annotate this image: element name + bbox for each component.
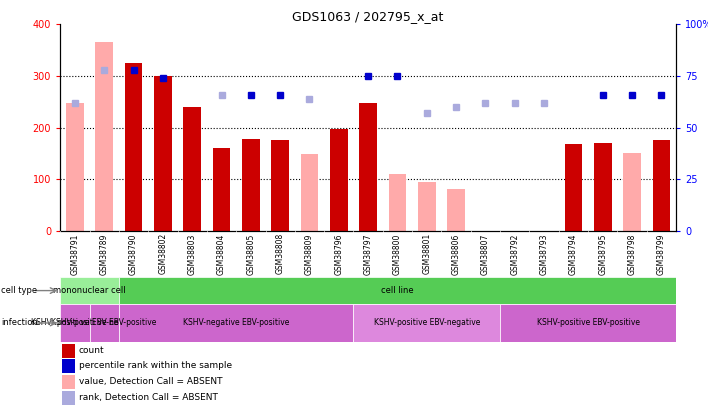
Text: GSM38794: GSM38794	[569, 233, 578, 275]
Bar	[154, 76, 171, 231]
Text: cell type: cell type	[1, 286, 38, 295]
Text: GSM38806: GSM38806	[452, 233, 461, 275]
Text: value, Detection Call = ABSENT: value, Detection Call = ABSENT	[79, 377, 222, 386]
Text: infection: infection	[1, 318, 38, 328]
Bar	[62, 391, 75, 405]
Text: KSHV-negative EBV-positive: KSHV-negative EBV-positive	[183, 318, 290, 328]
Bar	[62, 344, 75, 358]
Text: GSM38807: GSM38807	[481, 233, 490, 275]
Text: GSM38792: GSM38792	[510, 233, 519, 275]
Bar	[594, 143, 612, 231]
Bar	[60, 277, 119, 304]
Bar	[62, 375, 75, 389]
Text: GSM38802: GSM38802	[159, 233, 167, 275]
Bar	[60, 304, 89, 342]
Text: GSM38809: GSM38809	[305, 233, 314, 275]
Bar	[242, 139, 260, 231]
Text: GSM38808: GSM38808	[275, 233, 285, 275]
Text: KSHV-positive EBV-positive: KSHV-positive EBV-positive	[537, 318, 639, 328]
Bar	[447, 188, 465, 231]
Text: mononuclear cell: mononuclear cell	[53, 286, 126, 295]
Text: GSM38790: GSM38790	[129, 233, 138, 275]
Text: GSM38793: GSM38793	[539, 233, 549, 275]
Text: KSHV -positi ve EBV-ne: KSHV -positi ve EBV-ne	[31, 318, 119, 328]
Text: KSHV-positive EBV-negative: KSHV-positive EBV-negative	[374, 318, 480, 328]
Bar	[353, 304, 500, 342]
Bar	[66, 103, 84, 231]
Text: GSM38796: GSM38796	[334, 233, 343, 275]
Title: GDS1063 / 202795_x_at: GDS1063 / 202795_x_at	[292, 10, 444, 23]
Text: GSM38804: GSM38804	[217, 233, 226, 275]
Bar	[96, 43, 113, 231]
Text: GSM38791: GSM38791	[70, 233, 79, 275]
Bar	[389, 174, 406, 231]
Text: GSM38800: GSM38800	[393, 233, 402, 275]
Text: GSM38803: GSM38803	[188, 233, 197, 275]
Text: count: count	[79, 345, 104, 354]
Bar	[89, 304, 119, 342]
Bar	[271, 141, 289, 231]
Bar	[360, 103, 377, 231]
Bar	[212, 148, 230, 231]
Bar	[62, 360, 75, 373]
Text: percentile rank within the sample: percentile rank within the sample	[79, 361, 232, 370]
Bar	[500, 304, 676, 342]
Bar	[183, 107, 201, 231]
Bar	[418, 182, 435, 231]
Text: rank, Detection Call = ABSENT: rank, Detection Call = ABSENT	[79, 393, 217, 402]
Bar	[565, 144, 582, 231]
Bar	[125, 63, 142, 231]
Text: GSM38789: GSM38789	[100, 233, 108, 275]
Text: KSHV-positi ve EBV-positive: KSHV-positi ve EBV-positive	[52, 318, 157, 328]
Text: GSM38798: GSM38798	[628, 233, 636, 275]
Bar	[623, 153, 641, 231]
Bar	[330, 129, 348, 231]
Bar	[119, 304, 353, 342]
Text: GSM38801: GSM38801	[423, 233, 431, 275]
Text: GSM38805: GSM38805	[246, 233, 256, 275]
Text: GSM38795: GSM38795	[598, 233, 607, 275]
Text: GSM38799: GSM38799	[657, 233, 666, 275]
Bar	[301, 154, 319, 231]
Text: GSM38797: GSM38797	[364, 233, 372, 275]
Text: cell line: cell line	[381, 286, 413, 295]
Bar	[653, 141, 670, 231]
